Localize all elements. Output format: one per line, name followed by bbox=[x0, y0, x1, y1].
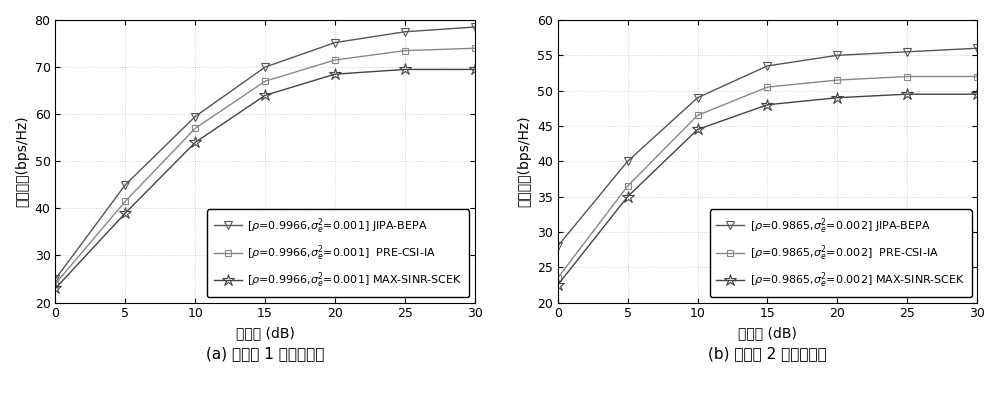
[$\rho$=0.9966,$\sigma_e^2$=0.001] MAX-SINR-SCEK bbox=[329, 72, 341, 77]
[$\rho$=0.9865,$\sigma_e^2$=0.002] MAX-SINR-SCEK bbox=[971, 92, 983, 96]
Legend: [$\rho$=0.9966,$\sigma_e^2$=0.001] JIPA-BEPA, [$\rho$=0.9966,$\sigma_e^2$=0.001]: [$\rho$=0.9966,$\sigma_e^2$=0.001] JIPA-… bbox=[207, 209, 469, 297]
[$\rho$=0.9865,$\sigma_e^2$=0.002] MAX-SINR-SCEK bbox=[901, 92, 913, 96]
[$\rho$=0.9865,$\sigma_e^2$=0.002] MAX-SINR-SCEK bbox=[831, 95, 843, 100]
[$\rho$=0.9966,$\sigma_e^2$=0.001] JIPA-BEPA bbox=[469, 24, 481, 29]
[$\rho$=0.9865,$\sigma_e^2$=0.002] JIPA-BEPA bbox=[971, 46, 983, 51]
[$\rho$=0.9966,$\sigma_e^2$=0.001] JIPA-BEPA bbox=[399, 29, 411, 34]
[$\rho$=0.9966,$\sigma_e^2$=0.001]  PRE-CSI-IA bbox=[259, 79, 271, 84]
[$\rho$=0.9966,$\sigma_e^2$=0.001] JIPA-BEPA bbox=[49, 277, 61, 282]
Y-axis label: 系统容量(bps/Hz): 系统容量(bps/Hz) bbox=[15, 116, 29, 207]
[$\rho$=0.9865,$\sigma_e^2$=0.002]  PRE-CSI-IA bbox=[901, 74, 913, 79]
Title: (b) 时延为 2 个符号时间: (b) 时延为 2 个符号时间 bbox=[708, 346, 827, 361]
[$\rho$=0.9865,$\sigma_e^2$=0.002] JIPA-BEPA bbox=[552, 244, 564, 249]
[$\rho$=0.9865,$\sigma_e^2$=0.002] MAX-SINR-SCEK bbox=[761, 102, 773, 107]
[$\rho$=0.9966,$\sigma_e^2$=0.001] JIPA-BEPA bbox=[119, 182, 131, 187]
[$\rho$=0.9865,$\sigma_e^2$=0.002] JIPA-BEPA bbox=[831, 53, 843, 58]
[$\rho$=0.9966,$\sigma_e^2$=0.001]  PRE-CSI-IA bbox=[49, 281, 61, 286]
Line: [$\rho$=0.9966,$\sigma_e^2$=0.001] JIPA-BEPA: [$\rho$=0.9966,$\sigma_e^2$=0.001] JIPA-… bbox=[51, 23, 479, 283]
[$\rho$=0.9865,$\sigma_e^2$=0.002] JIPA-BEPA bbox=[692, 95, 704, 100]
[$\rho$=0.9865,$\sigma_e^2$=0.002] MAX-SINR-SCEK bbox=[692, 127, 704, 132]
[$\rho$=0.9865,$\sigma_e^2$=0.002] MAX-SINR-SCEK bbox=[552, 282, 564, 287]
[$\rho$=0.9966,$\sigma_e^2$=0.001]  PRE-CSI-IA bbox=[189, 126, 201, 131]
Legend: [$\rho$=0.9865,$\sigma_e^2$=0.002] JIPA-BEPA, [$\rho$=0.9865,$\sigma_e^2$=0.002]: [$\rho$=0.9865,$\sigma_e^2$=0.002] JIPA-… bbox=[710, 209, 972, 297]
Line: [$\rho$=0.9865,$\sigma_e^2$=0.002]  PRE-CSI-IA: [$\rho$=0.9865,$\sigma_e^2$=0.002] PRE-C… bbox=[554, 73, 981, 281]
[$\rho$=0.9865,$\sigma_e^2$=0.002] JIPA-BEPA bbox=[761, 63, 773, 68]
Line: [$\rho$=0.9865,$\sigma_e^2$=0.002] JIPA-BEPA: [$\rho$=0.9865,$\sigma_e^2$=0.002] JIPA-… bbox=[554, 44, 981, 250]
Line: [$\rho$=0.9865,$\sigma_e^2$=0.002] MAX-SINR-SCEK: [$\rho$=0.9865,$\sigma_e^2$=0.002] MAX-S… bbox=[552, 88, 983, 291]
[$\rho$=0.9966,$\sigma_e^2$=0.001] JIPA-BEPA bbox=[189, 114, 201, 119]
Line: [$\rho$=0.9966,$\sigma_e^2$=0.001]  PRE-CSI-IA: [$\rho$=0.9966,$\sigma_e^2$=0.001] PRE-C… bbox=[52, 45, 478, 287]
[$\rho$=0.9966,$\sigma_e^2$=0.001] MAX-SINR-SCEK bbox=[469, 67, 481, 72]
[$\rho$=0.9865,$\sigma_e^2$=0.002]  PRE-CSI-IA bbox=[552, 276, 564, 280]
[$\rho$=0.9966,$\sigma_e^2$=0.001] MAX-SINR-SCEK bbox=[399, 67, 411, 72]
[$\rho$=0.9966,$\sigma_e^2$=0.001]  PRE-CSI-IA bbox=[119, 199, 131, 204]
[$\rho$=0.9966,$\sigma_e^2$=0.001]  PRE-CSI-IA bbox=[469, 46, 481, 51]
[$\rho$=0.9966,$\sigma_e^2$=0.001] MAX-SINR-SCEK bbox=[259, 93, 271, 98]
[$\rho$=0.9865,$\sigma_e^2$=0.002] MAX-SINR-SCEK bbox=[622, 194, 634, 199]
Title: (a) 时延为 1 个符号时间: (a) 时延为 1 个符号时间 bbox=[206, 346, 324, 361]
X-axis label: 信噪比 (dB): 信噪比 (dB) bbox=[236, 326, 294, 340]
[$\rho$=0.9865,$\sigma_e^2$=0.002] JIPA-BEPA bbox=[901, 49, 913, 54]
[$\rho$=0.9865,$\sigma_e^2$=0.002]  PRE-CSI-IA bbox=[692, 113, 704, 118]
[$\rho$=0.9966,$\sigma_e^2$=0.001] JIPA-BEPA bbox=[329, 40, 341, 45]
[$\rho$=0.9865,$\sigma_e^2$=0.002] JIPA-BEPA bbox=[622, 159, 634, 164]
Y-axis label: 系统容量(bps/Hz): 系统容量(bps/Hz) bbox=[517, 116, 531, 207]
[$\rho$=0.9966,$\sigma_e^2$=0.001] MAX-SINR-SCEK bbox=[189, 140, 201, 145]
[$\rho$=0.9865,$\sigma_e^2$=0.002]  PRE-CSI-IA bbox=[831, 78, 843, 83]
[$\rho$=0.9966,$\sigma_e^2$=0.001]  PRE-CSI-IA bbox=[329, 57, 341, 62]
Line: [$\rho$=0.9966,$\sigma_e^2$=0.001] MAX-SINR-SCEK: [$\rho$=0.9966,$\sigma_e^2$=0.001] MAX-S… bbox=[49, 63, 481, 295]
[$\rho$=0.9966,$\sigma_e^2$=0.001] JIPA-BEPA bbox=[259, 65, 271, 70]
X-axis label: 信噪比 (dB): 信噪比 (dB) bbox=[738, 326, 797, 340]
[$\rho$=0.9966,$\sigma_e^2$=0.001] MAX-SINR-SCEK bbox=[119, 211, 131, 216]
[$\rho$=0.9865,$\sigma_e^2$=0.002]  PRE-CSI-IA bbox=[761, 85, 773, 90]
[$\rho$=0.9966,$\sigma_e^2$=0.001] MAX-SINR-SCEK bbox=[49, 286, 61, 291]
[$\rho$=0.9966,$\sigma_e^2$=0.001]  PRE-CSI-IA bbox=[399, 48, 411, 53]
[$\rho$=0.9865,$\sigma_e^2$=0.002]  PRE-CSI-IA bbox=[622, 184, 634, 188]
[$\rho$=0.9865,$\sigma_e^2$=0.002]  PRE-CSI-IA bbox=[971, 74, 983, 79]
